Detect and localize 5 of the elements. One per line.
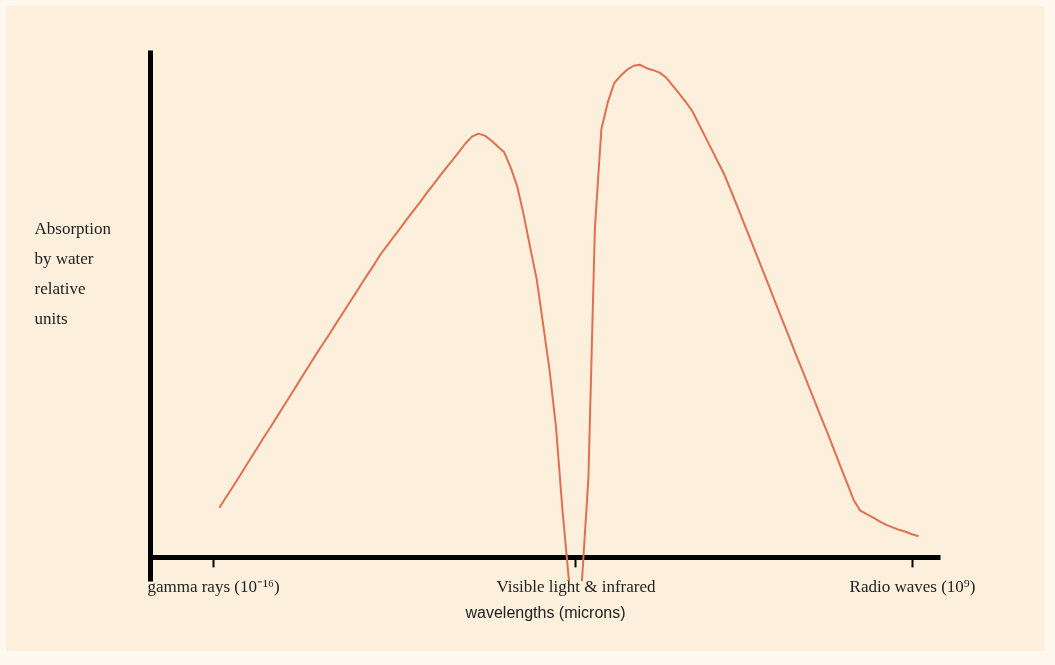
x-tick-label: gamma rays (10⁻¹⁶) (147, 577, 280, 597)
x-axis-title: wavelengths (microns) (464, 604, 626, 622)
x-tick-label: Radio waves (10⁹) (849, 577, 976, 597)
y-axis-title: Absorption by water relative units (34, 218, 112, 328)
x-tick-label: Visible light & infrared (496, 577, 656, 597)
